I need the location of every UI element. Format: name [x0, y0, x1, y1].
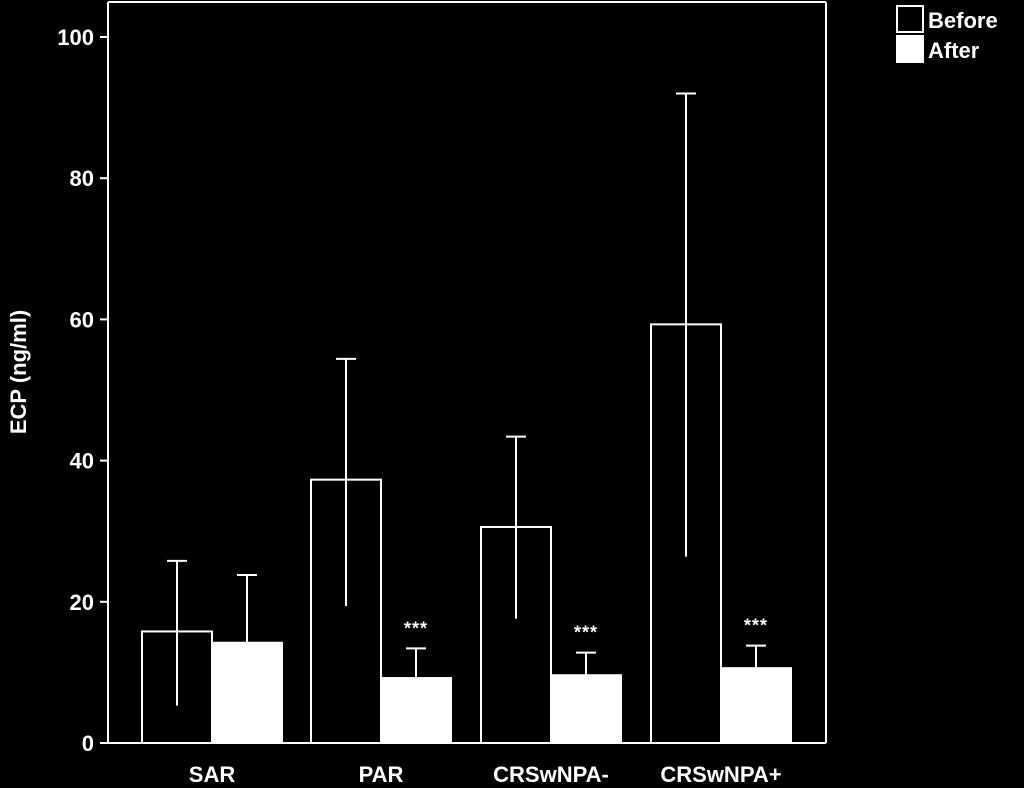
legend-swatch-before — [896, 5, 924, 33]
bars — [141, 323, 792, 745]
y-tick-label: 0 — [82, 731, 94, 756]
y-tick-label: 80 — [70, 166, 94, 191]
x-category-label: CRSwNPA- — [493, 762, 609, 787]
y-tick-label: 20 — [70, 590, 94, 615]
bar-after-par — [380, 677, 452, 744]
bar-after-crswnpa — [720, 667, 792, 744]
bar-after-crswnpa — [550, 674, 622, 744]
significance-label: *** — [404, 618, 428, 638]
y-tick-label: 60 — [70, 307, 94, 332]
category-labels: SAR PAR CRSwNPA- CRSwNPA+ — [189, 762, 782, 787]
y-axis-title: ECP (ng/ml) — [6, 310, 31, 434]
significance-label: *** — [574, 623, 598, 643]
legend-label-after: After — [928, 38, 980, 63]
y-axis-ticks: 0 20 40 60 80 100 — [57, 25, 108, 756]
legend-swatch-after — [896, 35, 924, 63]
bar-after-sar — [211, 641, 283, 744]
x-category-label: PAR — [359, 762, 404, 787]
legend: Before After — [896, 5, 998, 63]
legend-label-before: Before — [928, 8, 998, 33]
y-tick-label: 40 — [70, 449, 94, 474]
bar-before-crswnpa — [480, 525, 552, 744]
x-category-label: CRSwNPA+ — [660, 762, 781, 787]
significance-markers: *** *** *** — [404, 616, 768, 643]
x-category-label: SAR — [189, 762, 236, 787]
significance-label: *** — [744, 616, 768, 636]
y-tick-label: 100 — [57, 25, 94, 50]
error-bars — [167, 92, 766, 706]
